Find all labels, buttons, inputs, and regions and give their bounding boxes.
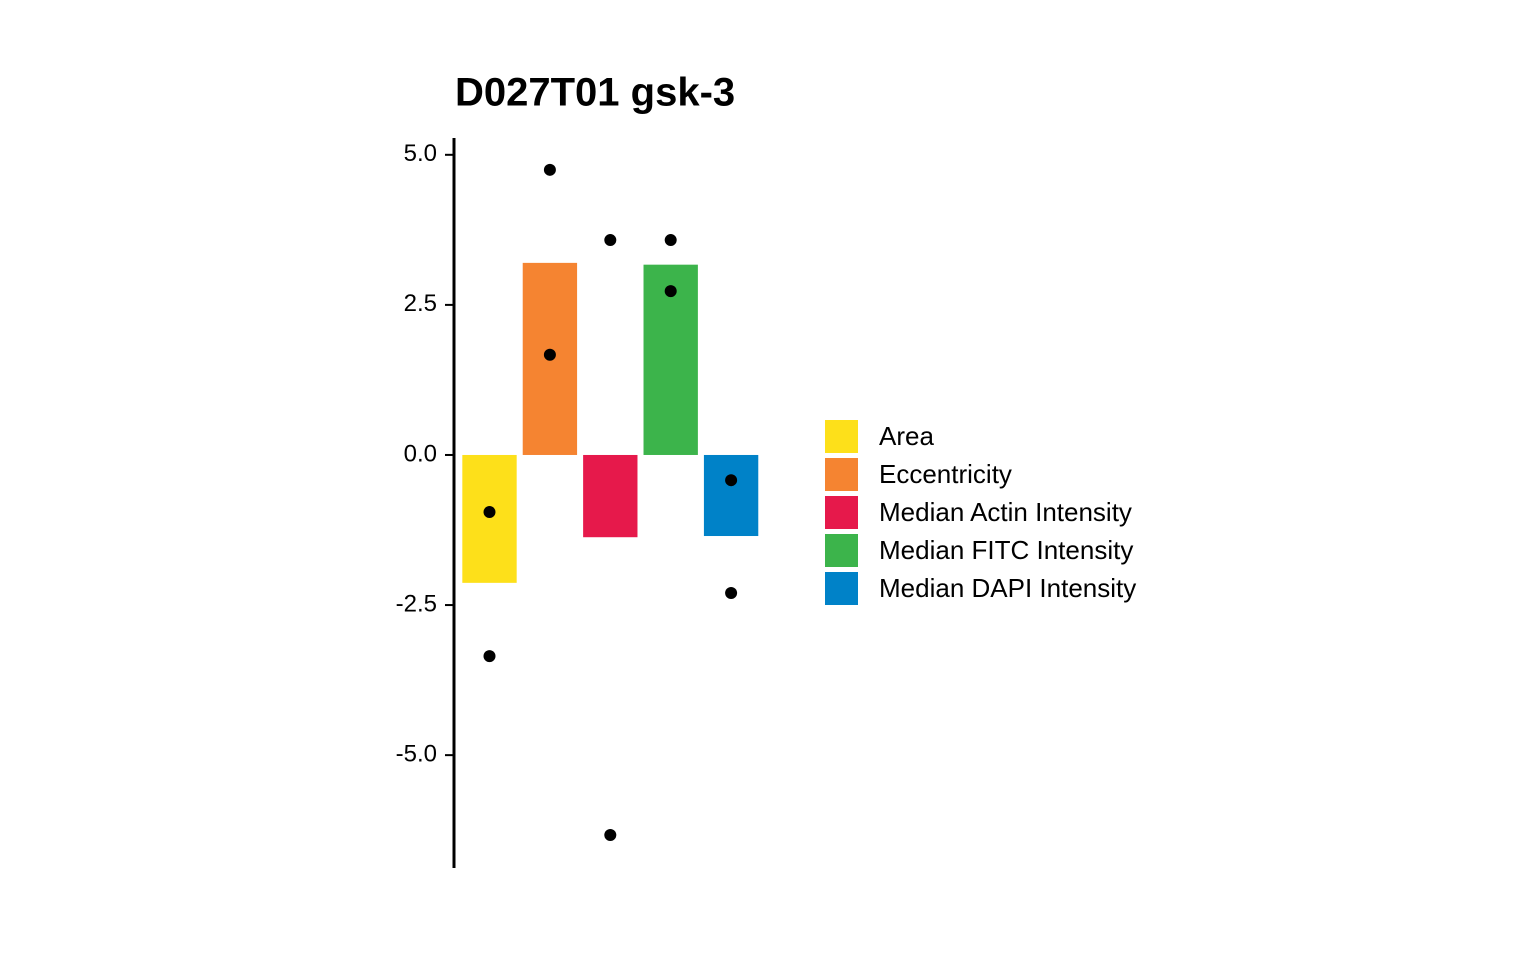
y-tick-label: 2.5 — [404, 290, 437, 317]
legend-label: Median Actin Intensity — [879, 497, 1132, 527]
y-tick-label: -2.5 — [396, 590, 437, 617]
chart-title: D027T01 gsk-3 — [455, 71, 735, 115]
bar — [462, 454, 517, 583]
y-tick-label: 5.0 — [404, 140, 437, 167]
bar — [703, 454, 759, 537]
legend-swatch — [825, 420, 858, 453]
point — [483, 506, 496, 519]
y-tick-label: 0.0 — [404, 440, 437, 467]
legend-label: Median DAPI Intensity — [879, 573, 1136, 603]
legend-label: Median FITC Intensity — [879, 535, 1133, 565]
point — [725, 587, 738, 600]
legend-label: Area — [879, 421, 934, 451]
point — [725, 474, 738, 487]
point — [543, 163, 556, 176]
bar — [583, 454, 638, 538]
point — [483, 650, 496, 663]
point — [664, 285, 677, 298]
legend-swatch — [825, 496, 858, 529]
legend-swatch — [825, 458, 858, 491]
legend-label: Eccentricity — [879, 459, 1012, 489]
point — [543, 348, 556, 361]
point — [604, 828, 617, 841]
y-tick-label: -5.0 — [396, 740, 437, 767]
point — [604, 234, 617, 247]
legend-swatch — [825, 572, 858, 605]
point — [664, 234, 677, 247]
legend-swatch — [825, 534, 858, 567]
